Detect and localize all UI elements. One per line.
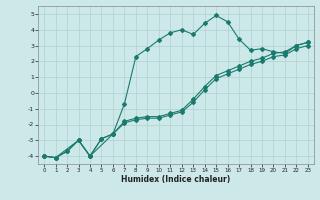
X-axis label: Humidex (Indice chaleur): Humidex (Indice chaleur) [121, 175, 231, 184]
